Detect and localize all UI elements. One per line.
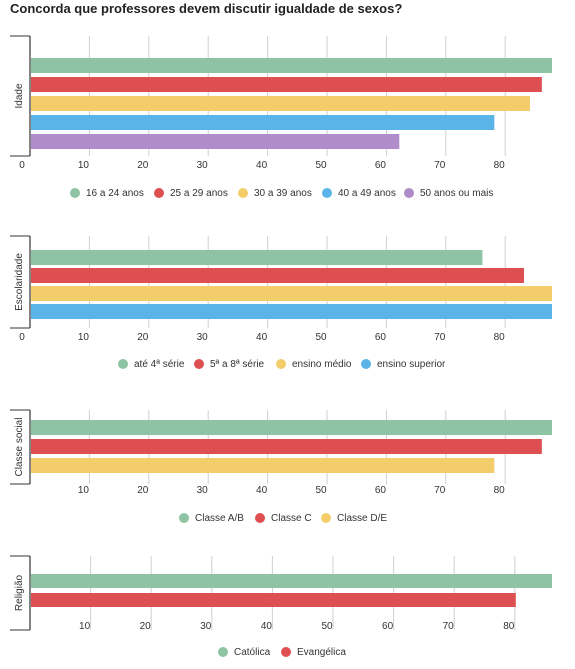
x-tick-label: 60 — [375, 332, 387, 343]
legend-label: 50 anos ou mais — [420, 188, 493, 199]
legend-label: até 4ª série — [134, 359, 185, 370]
x-tick-label: 60 — [375, 485, 387, 496]
x-tick-label: 20 — [137, 485, 149, 496]
chart-panel-2: Escolaridade 0 10 20 30 40 50 60 70 80 até 4ª séri… — [10, 235, 552, 370]
bar-5-a-8-s-rie — [31, 268, 525, 283]
legend-label: 30 a 39 anos — [254, 188, 312, 199]
x-tick-label: 20 — [137, 160, 149, 171]
y-axis-label: Escolaridade — [14, 253, 25, 311]
x-tick-label: 50 — [315, 160, 327, 171]
legend-swatch — [321, 513, 331, 523]
y-axis-label: Religião — [14, 574, 25, 611]
x-tick-label: 70 — [434, 332, 446, 343]
chart-panel-4: Religião 10 20 30 40 50 60 70 80 Católica Evangéli… — [10, 555, 552, 658]
x-tick-label: 40 — [256, 160, 268, 171]
legend-swatch — [281, 647, 291, 657]
legend-swatch — [255, 513, 265, 523]
legend-label: 40 a 49 anos — [338, 188, 396, 199]
legend-label: 5ª a 8ª série — [210, 359, 265, 370]
x-tick-label: 50 — [315, 485, 327, 496]
legend-label: Evangélica — [297, 647, 346, 658]
legend-label: ensino superior — [377, 359, 446, 370]
page-title: Concorda que professores devem discutir … — [10, 1, 403, 16]
bar-ensino-m-dio — [31, 286, 552, 301]
x-tick-label: 80 — [494, 332, 506, 343]
legend-swatch — [154, 188, 164, 198]
chart-panel-3: Classe social 10 20 30 40 50 60 70 80 Classe A/B C… — [10, 409, 552, 524]
x-tick-label: 30 — [197, 332, 209, 343]
bar-25-a-29-anos — [31, 77, 542, 92]
legend-swatch — [179, 513, 189, 523]
legend-label: Classe C — [271, 513, 312, 524]
bar-50-anos-ou-mais — [31, 134, 400, 149]
x-tick-label: 70 — [434, 485, 446, 496]
legend-swatch — [194, 359, 204, 369]
y-axis-label: Idade — [14, 83, 25, 108]
x-tick-label: 10 — [78, 160, 90, 171]
y-axis-label: Classe social — [14, 418, 25, 477]
legend-swatch — [322, 188, 332, 198]
bar-30-a-39-anos — [31, 96, 530, 111]
x-tick-label: 70 — [443, 621, 455, 632]
x-tick-label: 70 — [434, 160, 446, 171]
x-tick-label: 20 — [140, 621, 152, 632]
x-tick-label: 0 — [19, 332, 25, 343]
bar-cat-lica — [31, 574, 552, 588]
x-tick-label: 80 — [503, 621, 515, 632]
bar-at-4-s-rie — [31, 250, 483, 265]
x-tick-label: 50 — [315, 332, 327, 343]
legend-label: 25 a 29 anos — [170, 188, 228, 199]
legend-swatch — [238, 188, 248, 198]
legend-label: ensino médio — [292, 359, 352, 370]
x-tick-label: 60 — [382, 621, 394, 632]
legend-label: Classe A/B — [195, 513, 244, 524]
bar-16-a-24-anos — [31, 58, 552, 73]
x-tick-label: 40 — [256, 485, 268, 496]
legend-swatch — [218, 647, 228, 657]
x-tick-label: 10 — [79, 621, 91, 632]
legend-label: 16 a 24 anos — [86, 188, 144, 199]
x-tick-label: 10 — [78, 485, 90, 496]
bar-classe-a-b — [31, 420, 552, 435]
x-tick-label: 40 — [261, 621, 273, 632]
x-tick-label: 30 — [197, 160, 209, 171]
legend-swatch — [118, 359, 128, 369]
legend-label: Classe D/E — [337, 513, 387, 524]
legend-swatch — [276, 359, 286, 369]
x-tick-label: 30 — [200, 621, 212, 632]
bar-evang-lica — [31, 593, 516, 607]
x-tick-label: 60 — [375, 160, 387, 171]
x-tick-label: 80 — [494, 160, 506, 171]
bar-40-a-49-anos — [31, 115, 495, 130]
x-tick-label: 50 — [321, 621, 333, 632]
x-tick-label: 40 — [256, 332, 268, 343]
bar-classe-d-e — [31, 458, 495, 473]
chart-panel-1: Idade 0 10 20 30 40 50 60 70 80 16 a 24 anos 25 a 2… — [10, 35, 552, 199]
bar-ensino-superior — [31, 304, 552, 319]
x-tick-label: 30 — [197, 485, 209, 496]
legend-swatch — [70, 188, 80, 198]
x-tick-label: 0 — [19, 160, 25, 171]
legend-swatch — [404, 188, 414, 198]
x-tick-label: 20 — [137, 332, 149, 343]
legend-swatch — [361, 359, 371, 369]
x-tick-label: 80 — [494, 485, 506, 496]
x-tick-label: 10 — [78, 332, 90, 343]
legend-label: Católica — [234, 647, 271, 658]
bar-classe-c — [31, 439, 542, 454]
